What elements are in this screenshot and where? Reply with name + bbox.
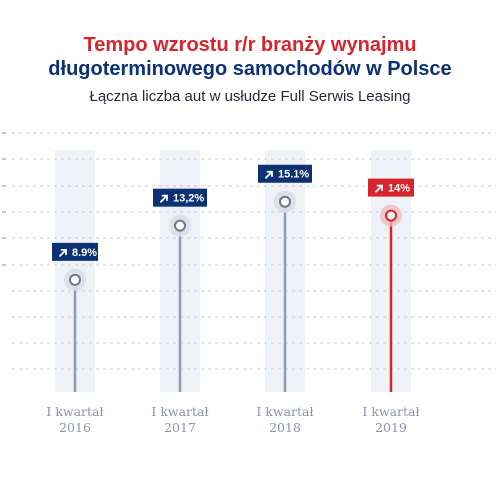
category-label-quarter: I kwartał (151, 404, 208, 419)
category-label-year: 2016 (59, 420, 91, 435)
arrow-up-right-icon (265, 170, 273, 179)
category-label-year: 2019 (375, 420, 407, 435)
lollipop-marker (279, 195, 291, 208)
chart-title-line-2: długoterminowego samochodów w Polsce (48, 58, 452, 80)
value-label: 13,2% (173, 193, 204, 205)
category-label-quarter: I kwartał (362, 404, 419, 419)
value-badge (153, 188, 207, 207)
category-label-quarter: I kwartał (46, 404, 103, 419)
lollipop-marker (69, 273, 81, 286)
arrow-up-right-icon (59, 248, 67, 257)
category-label-year: 2018 (269, 420, 301, 435)
value-badge (52, 242, 98, 261)
value-label: 8.9% (72, 247, 97, 259)
value-badge (368, 178, 414, 197)
chart-title-line-1: Tempo wzrostu r/r branży wynajmu (83, 34, 417, 56)
chart-subtitle: Łączna liczba aut w usłudze Full Serwis … (89, 88, 411, 105)
value-label: 14% (388, 183, 410, 195)
lollipop-marker (385, 209, 397, 222)
arrow-up-right-icon (375, 184, 383, 193)
lollipop-marker (174, 219, 186, 232)
category-label-year: 2017 (164, 420, 196, 435)
value-badge (258, 164, 312, 183)
category-label-quarter: I kwartał (256, 404, 313, 419)
value-label: 15.1% (278, 169, 309, 181)
arrow-up-right-icon (160, 194, 168, 203)
